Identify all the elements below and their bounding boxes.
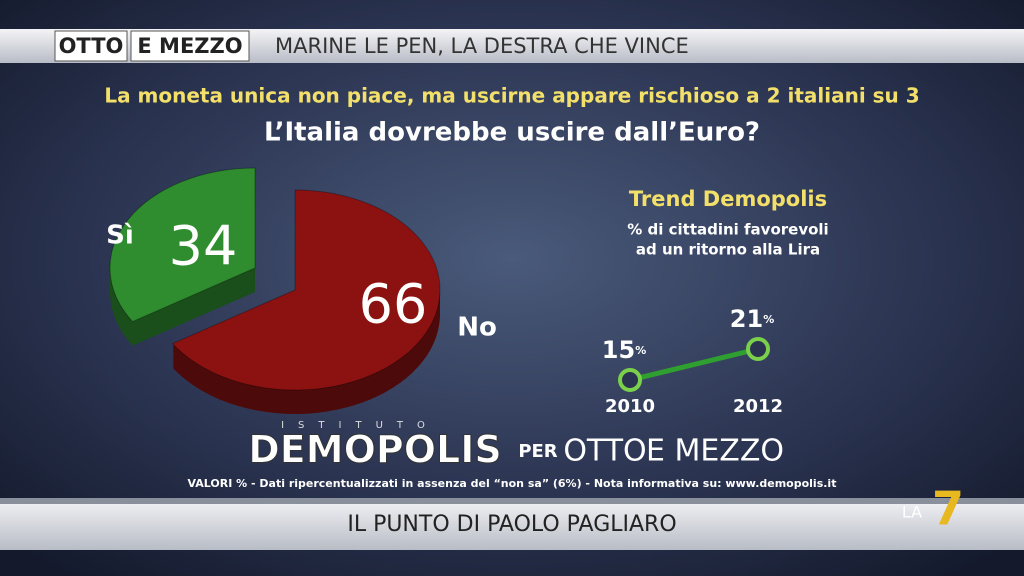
value-label: 21% — [730, 305, 774, 333]
trend-title: Trend Demopolis — [629, 187, 827, 211]
headline: MARINE LE PEN, LA DESTRA CHE VINCE — [275, 34, 689, 58]
pie-slice — [171, 189, 441, 391]
logo-box — [130, 30, 250, 62]
brand-name: DEMOPOLIS — [248, 428, 502, 472]
program: IL PUNTO DI PAOLO PAGLIARO — [347, 512, 676, 537]
chart-title: L’Italia dovrebbe uscire dall’Euro? — [264, 118, 760, 148]
value-label: 15% — [602, 336, 646, 364]
x-tick-label: 2012 — [733, 396, 783, 417]
value-number: 15 — [602, 336, 635, 364]
trend-subtitle: ad un ritorno alla Lira — [636, 241, 820, 259]
trend-line — [629, 346, 759, 383]
bottom-bar-edge — [0, 498, 1024, 504]
channel-logo: LA — [902, 503, 922, 522]
note: VALORI % - Dati ripercentualizzati in as… — [188, 477, 837, 490]
brand-show: E MEZZO — [646, 434, 784, 469]
brand-show: OTTO — [563, 434, 646, 469]
value-unit: % — [635, 344, 646, 357]
brand-institute: ISTITUTO — [281, 420, 439, 431]
slice-label: No — [457, 313, 497, 343]
charts: Sì 34 66 No 15% 2010 21% 2012 — [106, 167, 783, 417]
pie-slice — [109, 167, 256, 323]
value-number: 21 — [730, 305, 763, 333]
slice-value: 34 — [169, 215, 238, 278]
show-name: OTTO — [59, 34, 124, 58]
slice-value: 66 — [359, 273, 428, 336]
channel-logo: 7 — [932, 482, 964, 536]
bottom-bar — [0, 498, 1024, 550]
logo-box — [54, 30, 128, 62]
x-tick-label: 2010 — [605, 396, 655, 417]
trend-point — [746, 337, 770, 361]
value-unit: % — [763, 313, 774, 326]
slice-label: Sì — [106, 221, 134, 251]
trend-subtitle: % di cittadini favorevoli — [627, 221, 828, 239]
brand-per: PER — [518, 441, 557, 462]
trend-point — [618, 368, 642, 392]
subtitle: La moneta unica non piace, ma uscirne ap… — [104, 84, 919, 108]
show-name: E MEZZO — [137, 34, 242, 58]
